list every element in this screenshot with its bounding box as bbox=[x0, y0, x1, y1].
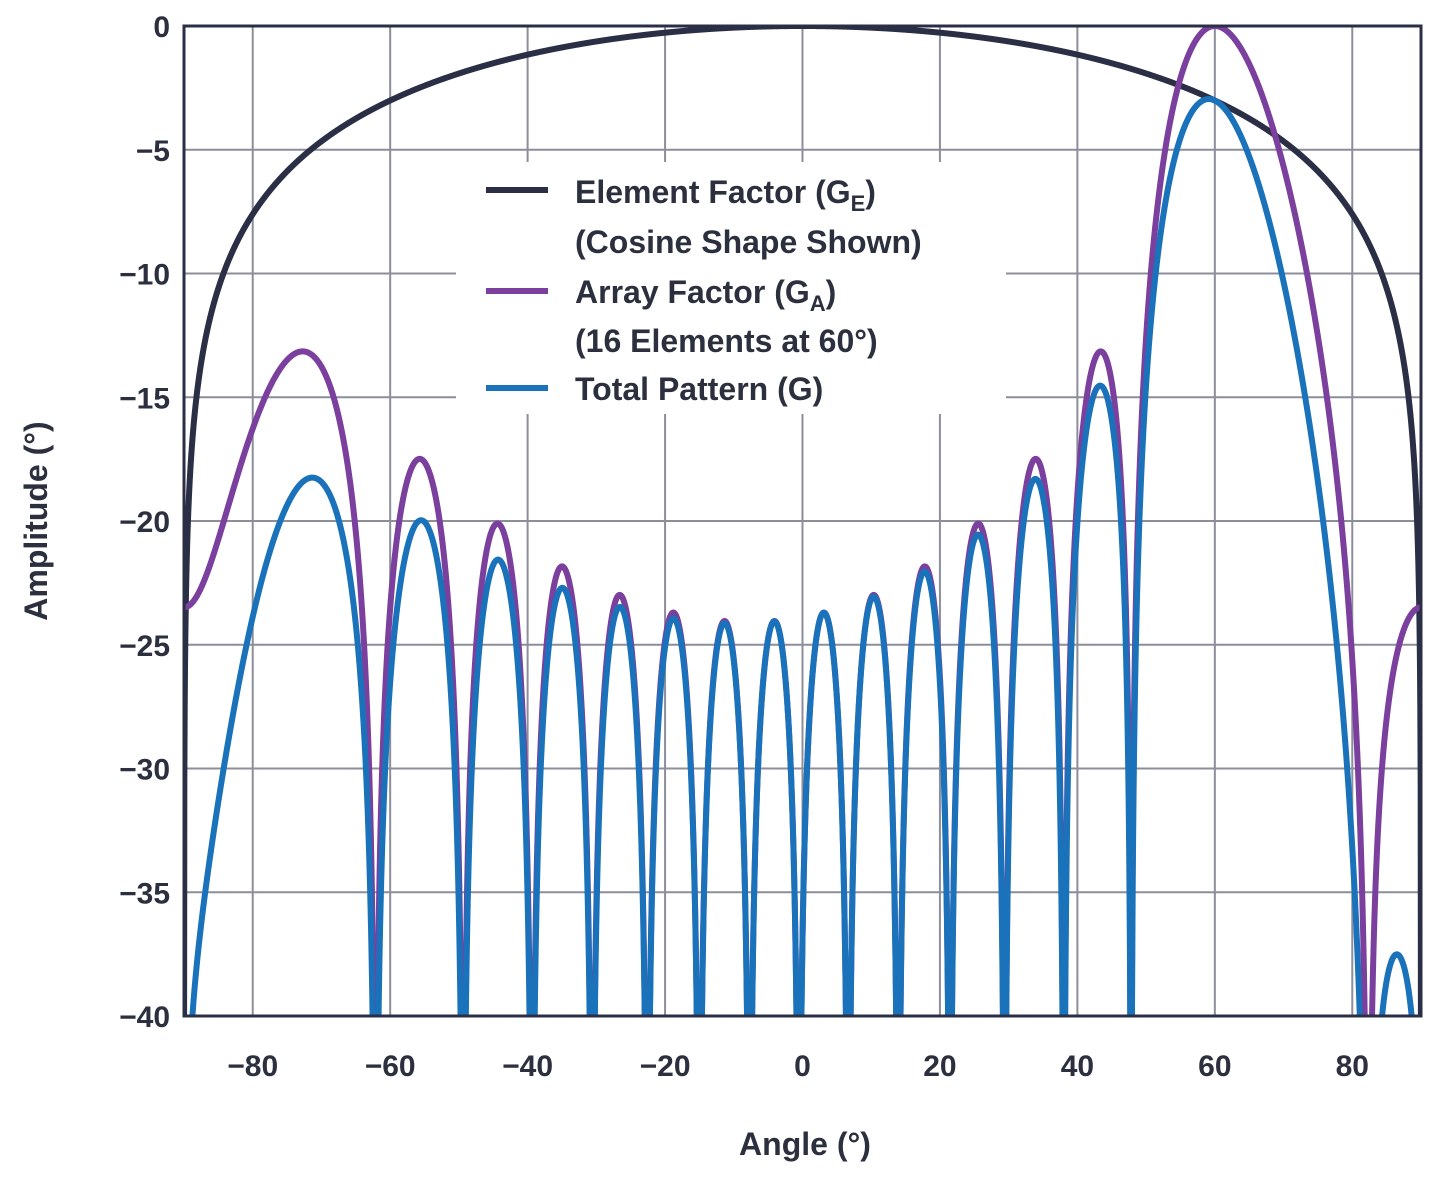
y-tick-label: −40 bbox=[119, 1001, 170, 1034]
x-axis-title: Angle (°) bbox=[739, 1126, 871, 1162]
series-layer bbox=[184, 26, 1421, 1016]
legend-label-array-factor: Array Factor (GA) bbox=[575, 274, 836, 316]
x-tick-label: −60 bbox=[365, 1050, 416, 1083]
y-axis-title: Amplitude (°) bbox=[18, 421, 54, 620]
legend-label-array-factor-line2: (16 Elements at 60°) bbox=[575, 323, 878, 359]
x-tick-label: −20 bbox=[640, 1050, 691, 1083]
y-tick-label: −20 bbox=[119, 506, 170, 539]
legend-label-element-factor: Element Factor (GE) bbox=[575, 174, 876, 216]
x-tick-label: 40 bbox=[1061, 1050, 1094, 1083]
legend: Element Factor (GE) (Cosine Shape Shown)… bbox=[456, 162, 1006, 414]
y-tick-label: −15 bbox=[119, 382, 170, 415]
y-tick-label: 0 bbox=[153, 11, 170, 44]
x-tick-label: −80 bbox=[227, 1050, 278, 1083]
tick-labels: −80 −60 −40 −20 0 20 40 60 80 0 −5 −10 −15 −20 −25 −30 −… bbox=[119, 11, 1369, 1083]
y-tick-label: −10 bbox=[119, 259, 170, 292]
y-tick-label: −5 bbox=[136, 135, 170, 168]
x-tick-label: 0 bbox=[794, 1050, 811, 1083]
x-tick-label: 20 bbox=[923, 1050, 956, 1083]
legend-label-element-factor-line2: (Cosine Shape Shown) bbox=[575, 224, 922, 260]
legend-label-total-pattern: Total Pattern (G) bbox=[575, 371, 823, 407]
x-tick-label: 60 bbox=[1198, 1050, 1231, 1083]
y-tick-label: −25 bbox=[119, 630, 170, 663]
series-line-2 bbox=[189, 96, 1415, 1016]
y-tick-label: −30 bbox=[119, 754, 170, 787]
x-tick-label: 80 bbox=[1336, 1050, 1369, 1083]
y-tick-label: −35 bbox=[119, 877, 170, 910]
x-tick-label: −40 bbox=[502, 1050, 553, 1083]
plot-frame bbox=[182, 24, 1423, 1018]
